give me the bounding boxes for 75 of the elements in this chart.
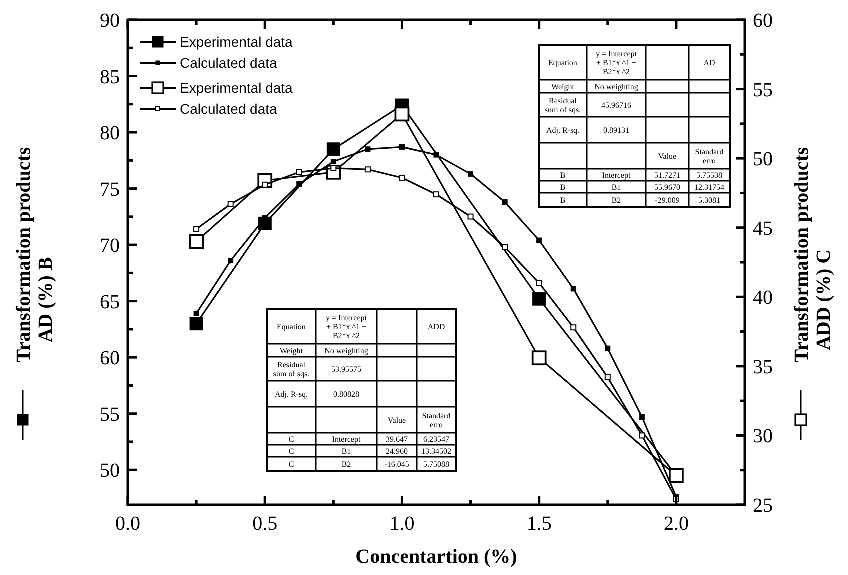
legend-label: Experimental data: [180, 34, 294, 50]
annotation: 45.96716: [602, 101, 632, 110]
x-tick-label: 2.0: [664, 513, 689, 535]
annotation: 39.647: [386, 435, 408, 444]
annotation: B: [560, 171, 566, 180]
y2-tick-label: 30: [753, 426, 773, 448]
y-tick-label: 75: [100, 178, 120, 201]
annotation: y = Intercept + B1*x ^1 + B2*x ^2: [326, 314, 368, 340]
annotation: Value: [388, 416, 407, 425]
annotation: Residual sum of sqs.: [273, 360, 310, 378]
annotation: B2: [342, 460, 352, 469]
y2-tick-label: 40: [753, 287, 773, 310]
annotation: Intercept: [332, 435, 362, 444]
annotation: B1: [612, 183, 622, 192]
y2-tick-label: 45: [753, 218, 773, 240]
annotation: Weight: [280, 346, 304, 356]
y-tick-label: 80: [100, 122, 120, 145]
legend-label: Calculated data: [180, 101, 278, 117]
annotation: Equation: [277, 322, 306, 332]
annotation: No weighting: [324, 346, 368, 356]
annotation: Adj. R-sq.: [274, 390, 308, 399]
y2-tick-label: 55: [753, 79, 773, 102]
annotation: 5.75538: [696, 171, 722, 180]
annotation: Standard erro: [695, 148, 724, 166]
annotation: 13.34502: [422, 447, 452, 456]
annotation: Value: [658, 152, 678, 161]
y-tick-label: 70: [100, 235, 120, 258]
annotation: Equation: [548, 58, 578, 68]
annotation: 51.7271: [654, 171, 680, 180]
annotation: Intercept: [602, 171, 632, 180]
annotation: y = Intercept + B1*x ^1 + B2*x ^2: [596, 50, 638, 76]
annotation: Adj. R-sq.: [546, 126, 580, 135]
x-tick-label: 1.0: [390, 513, 415, 535]
x-tick-label: 0.5: [252, 513, 278, 535]
annotation: B1: [342, 447, 352, 456]
annotation: Weight: [552, 82, 576, 92]
annotation: 0.89131: [604, 126, 630, 135]
x-tick-label: 0.0: [116, 513, 140, 535]
y2-axis-title: Transformation products ADD (%) C: [791, 147, 835, 363]
annotation: AD: [704, 58, 716, 68]
y2-tick-label: 60: [753, 10, 773, 32]
y-tick-label: 65: [100, 291, 120, 314]
annotation: 0.80828: [334, 390, 360, 399]
annotation: 5.3081: [698, 196, 720, 205]
y2-tick-label: 25: [753, 495, 773, 517]
annotation: ADD: [428, 322, 446, 332]
annotation: 5.75088: [424, 460, 450, 469]
annotation: C: [288, 447, 294, 456]
y-tick-label: 55: [100, 404, 120, 426]
y2-tick-label: 50: [753, 148, 773, 171]
annotation: 53.95575: [332, 365, 362, 374]
annotation: C: [288, 460, 294, 469]
annotation: B2: [612, 196, 622, 205]
annotation: 24.960: [386, 447, 408, 456]
annotation: -29.009: [655, 196, 680, 205]
annotation: B: [560, 183, 566, 192]
annotation: Standard erro: [422, 412, 451, 430]
x-tick-label: 1.5: [526, 513, 552, 535]
annotation: B: [560, 196, 566, 205]
annotation: Residual sum of sqs.: [544, 96, 582, 114]
annotation: 12.31754: [694, 183, 724, 192]
y-tick-label: 85: [100, 66, 120, 88]
annotation: C: [288, 435, 294, 444]
annotation: 55.9670: [654, 183, 680, 192]
y-tick-label: 60: [100, 348, 120, 370]
annotation: 6.23547: [424, 435, 450, 444]
annotation: -16.045: [384, 460, 410, 469]
legend-label: Experimental data: [180, 80, 294, 96]
legend-label: Calculated data: [180, 55, 278, 71]
y-tick-label: 90: [100, 10, 120, 32]
y2-tick-label: 35: [753, 356, 773, 378]
x-axis-title: Concentartion (%): [356, 546, 518, 568]
annotation: No weighting: [594, 82, 638, 92]
y-axis-title: Transformation products AD (%) B: [13, 147, 57, 363]
y-tick-label: 50: [100, 460, 120, 482]
